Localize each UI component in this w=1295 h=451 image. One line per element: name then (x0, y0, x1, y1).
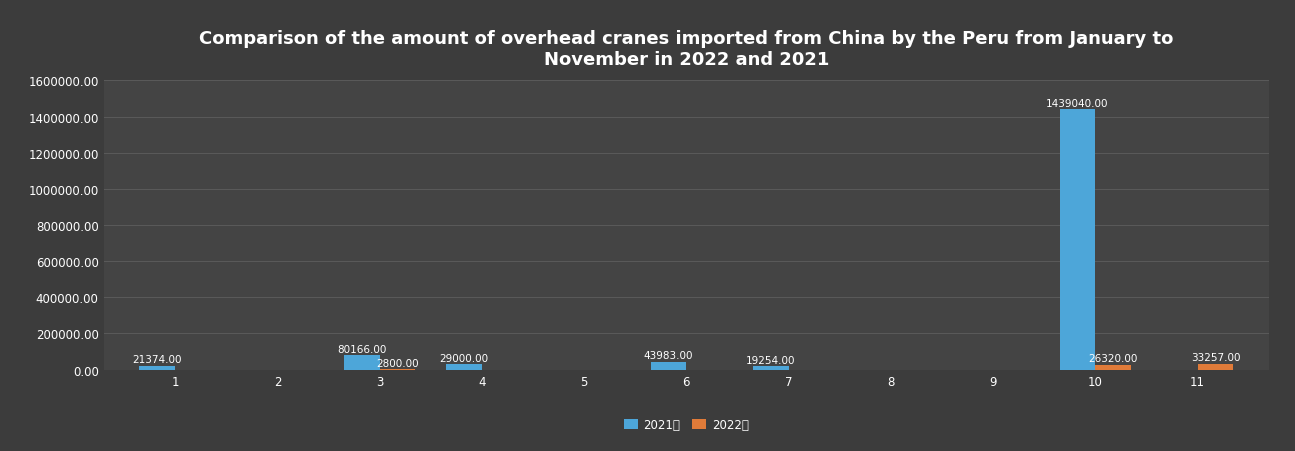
Bar (445, 364, 482, 370)
Title: Comparison of the amount of overhead cranes imported from China by the Peru from: Comparison of the amount of overhead cra… (199, 30, 1173, 69)
Bar (752, 366, 789, 370)
Bar (1096, 365, 1131, 370)
Bar (379, 369, 416, 370)
Text: 1439040.00: 1439040.00 (1046, 99, 1109, 109)
Text: 80166.00: 80166.00 (337, 344, 386, 354)
Text: 43983.00: 43983.00 (644, 350, 693, 360)
Text: 2800.00: 2800.00 (377, 358, 418, 368)
Text: 21374.00: 21374.00 (132, 354, 183, 364)
Legend: 2021年, 2022年: 2021年, 2022年 (619, 414, 754, 436)
Bar (650, 362, 686, 370)
Text: 29000.00: 29000.00 (439, 353, 488, 363)
Bar (1059, 110, 1096, 370)
Bar (344, 355, 379, 370)
Bar (1198, 364, 1233, 370)
Bar (140, 366, 175, 370)
Text: 26320.00: 26320.00 (1089, 354, 1138, 364)
Text: 33257.00: 33257.00 (1190, 352, 1241, 362)
Text: 19254.00: 19254.00 (746, 355, 795, 365)
